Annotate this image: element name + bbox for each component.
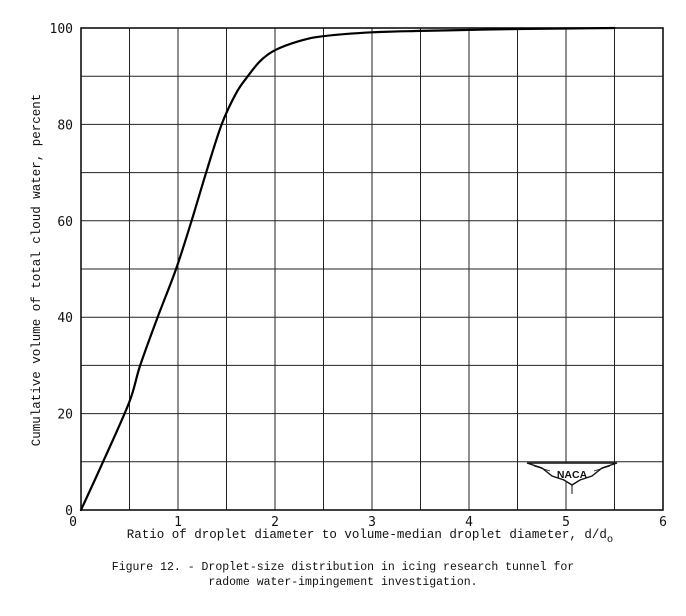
y-tick-label: 100 [50,22,73,37]
figure-caption: Figure 12. - Droplet-size distribution i… [0,560,686,590]
x-tick-label: 6 [659,515,667,530]
svg-text:NACA: NACA [557,469,588,481]
y-axis-label: Cumulative volume of total cloud water, … [30,94,44,447]
caption-line-2: radome water-impingement investigation. [208,576,478,589]
y-tick-label: 20 [57,408,73,423]
chart: 0 20 40 60 80 100 0 1 2 3 4 5 6 Cumulative volume o… [30,22,667,546]
y-axis-ticks: 0 20 40 60 80 100 [50,22,73,519]
grid [80,27,664,511]
y-tick-label: 0 [65,504,73,519]
x-tick-label: 1 [174,515,182,530]
x-tick-label: 5 [562,515,570,530]
plot-frame [80,27,664,511]
x-axis-ticks: 0 1 2 3 4 5 6 [69,515,667,530]
naca-logo: NACA [526,462,618,494]
x-tick-label: 0 [69,515,77,530]
x-axis-label: Ratio of droplet diameter to volume-medi… [127,528,613,546]
x-tick-label: 3 [368,515,376,530]
caption-line-1: Figure 12. - Droplet-size distribution i… [111,561,575,574]
y-tick-label: 80 [57,118,73,133]
x-tick-label: 2 [271,515,279,530]
cumulative-curve [79,26,616,512]
y-tick-label: 60 [57,215,73,230]
y-tick-label: 40 [57,311,73,326]
x-tick-label: 4 [465,515,473,530]
